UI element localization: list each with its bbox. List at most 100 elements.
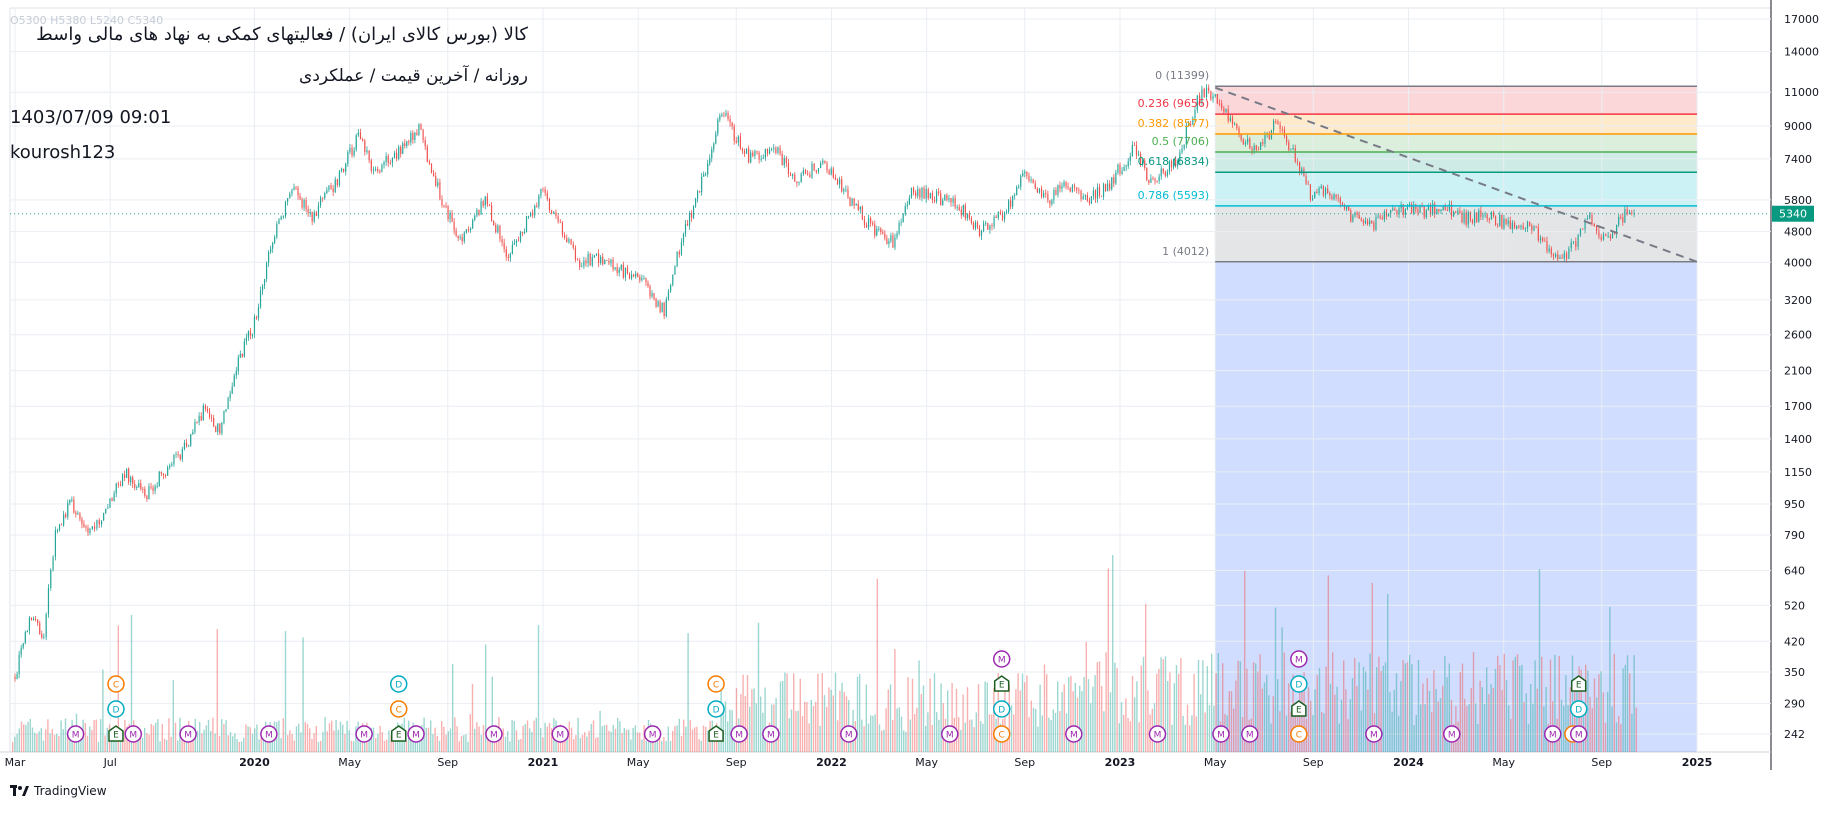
- candle-body: [63, 514, 65, 526]
- volume-bar: [1459, 672, 1461, 752]
- fib-level-label: 0 (11399): [1155, 69, 1209, 82]
- event-marker-m: M: [1569, 725, 1588, 743]
- candle-body: [1067, 186, 1069, 188]
- volume-bar: [172, 679, 174, 752]
- volume-bar: [700, 740, 702, 752]
- candle-body: [735, 140, 737, 143]
- candle-body: [1398, 208, 1400, 215]
- x-tick-label: 2023: [1105, 756, 1136, 769]
- volume-bar: [20, 721, 23, 752]
- candle-body: [874, 224, 876, 236]
- volume-bar: [980, 721, 982, 752]
- candle-body: [517, 240, 520, 242]
- candle-body: [847, 189, 849, 198]
- volume-bar: [1490, 684, 1492, 752]
- candle-body: [370, 160, 372, 171]
- volume-bar: [335, 719, 337, 752]
- event-marker-m: M: [1241, 725, 1259, 743]
- volume-bar: [1488, 694, 1490, 752]
- event-marker-shape: [1543, 725, 1562, 743]
- candle-body: [43, 637, 45, 639]
- candle-body: [1208, 87, 1210, 91]
- candle-body: [65, 514, 67, 517]
- candle-body: [1482, 215, 1484, 217]
- volume-bar: [1442, 685, 1444, 752]
- event-marker-letter: M: [184, 731, 192, 741]
- candle-body: [1476, 212, 1478, 222]
- volume-bar: [1182, 715, 1184, 752]
- volume-bar: [1424, 704, 1426, 752]
- volume-bar: [452, 664, 454, 752]
- volume-bar: [372, 727, 375, 752]
- event-marker-m: M: [551, 725, 570, 743]
- volume-bar: [474, 728, 476, 752]
- y-tick-label: 7400: [1784, 153, 1812, 166]
- volume-bar: [346, 720, 348, 752]
- event-marker-shape: [762, 725, 780, 743]
- candle-body: [1158, 176, 1160, 182]
- volume-bar: [1120, 702, 1123, 752]
- volume-bar: [1323, 713, 1325, 752]
- candle-body: [614, 267, 616, 270]
- candle-body: [626, 267, 629, 274]
- volume-bar: [896, 708, 898, 752]
- volume-bar: [705, 726, 707, 752]
- candle-body: [509, 253, 511, 258]
- volume-bar: [1325, 666, 1327, 752]
- volume-bar: [720, 682, 722, 752]
- volume-bar: [1620, 724, 1622, 752]
- volume-bar: [515, 730, 518, 752]
- candle-body: [665, 299, 667, 317]
- candle-body: [762, 157, 764, 159]
- candle-body: [257, 307, 260, 319]
- volume-bar: [907, 677, 909, 752]
- tradingview-brand[interactable]: TradingView: [10, 784, 107, 798]
- volume-bar: [1158, 668, 1160, 752]
- candle-body: [1038, 188, 1041, 193]
- volume-bar: [73, 740, 75, 752]
- candle-body: [709, 158, 711, 164]
- candle-body: [1565, 253, 1568, 259]
- candle-body: [349, 147, 351, 152]
- candle-body: [1247, 138, 1249, 143]
- volume-bar: [865, 684, 867, 752]
- candle-body: [952, 198, 954, 203]
- volume-bar: [942, 703, 944, 752]
- volume-bar: [1277, 679, 1279, 752]
- volume-bar: [97, 741, 100, 752]
- candle-body: [1486, 214, 1488, 219]
- volume-bar: [535, 717, 537, 752]
- event-marker-letter: M: [72, 731, 80, 741]
- candle-body: [1324, 188, 1327, 196]
- candle-body: [459, 237, 461, 239]
- candle-body: [1288, 142, 1290, 151]
- volume-bar: [1314, 689, 1316, 752]
- candle-body: [443, 205, 445, 207]
- candle-body: [1513, 222, 1516, 229]
- candle-body: [251, 333, 254, 336]
- candle-body: [804, 169, 807, 174]
- x-tick-label: 2021: [528, 756, 559, 769]
- candle-body: [1333, 194, 1335, 200]
- candle-body: [1257, 149, 1260, 151]
- candle-body: [1090, 196, 1093, 204]
- volume-bar: [78, 738, 80, 752]
- candle-body: [245, 337, 247, 342]
- candle-body: [249, 331, 252, 336]
- volume-bar: [1257, 671, 1259, 752]
- volume-bar: [185, 735, 188, 752]
- candle-body: [422, 129, 424, 141]
- candle-body: [441, 199, 443, 206]
- candle-body: [208, 411, 211, 418]
- candle-body: [1160, 168, 1162, 177]
- fib-zone: [1215, 86, 1697, 115]
- candle-body: [336, 179, 338, 186]
- volume-bar: [1477, 723, 1479, 752]
- volume-bar: [645, 740, 647, 752]
- candle-body: [960, 209, 962, 216]
- volume-bar: [991, 714, 993, 752]
- volume-bar: [247, 726, 249, 752]
- candle-body: [564, 235, 566, 238]
